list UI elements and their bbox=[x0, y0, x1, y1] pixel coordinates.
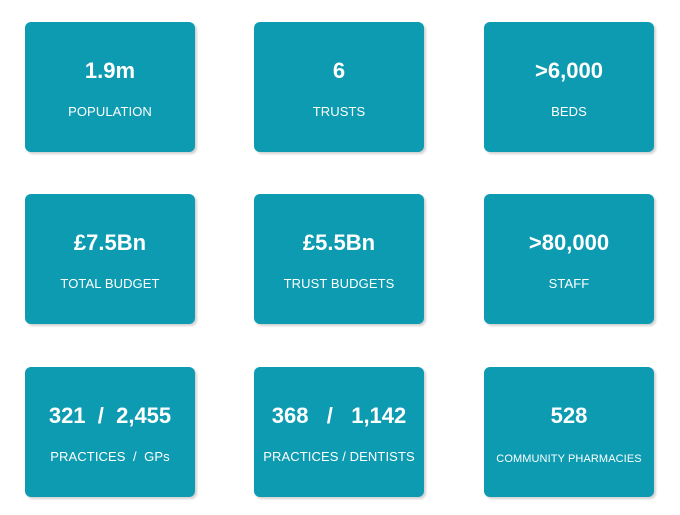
stat-value: £5.5Bn bbox=[302, 230, 376, 255]
stat-value: >80,000 bbox=[528, 230, 610, 255]
stat-value: 368 / 1,142 bbox=[271, 403, 407, 428]
stat-label: TRUSTS bbox=[312, 104, 366, 119]
stat-tile-community-pharmacies: 528 COMMUNITY PHARMACIES bbox=[484, 367, 654, 497]
stat-tile-trust-budgets: £5.5Bn TRUST BUDGETS bbox=[254, 194, 424, 324]
stat-label: BEDS bbox=[551, 104, 587, 119]
stat-label: STAFF bbox=[548, 276, 590, 291]
stat-tile-beds: >6,000 BEDS bbox=[484, 22, 654, 152]
stat-value: 321 / 2,455 bbox=[48, 403, 172, 428]
stat-value: >6,000 bbox=[535, 58, 603, 83]
stat-value: £7.5Bn bbox=[73, 230, 147, 255]
stat-label: COMMUNITY PHARMACIES bbox=[496, 453, 642, 465]
stat-label: PRACTICES / GPs bbox=[50, 449, 170, 464]
stat-tile-staff: >80,000 STAFF bbox=[484, 194, 654, 324]
stat-label: PRACTICES / DENTISTS bbox=[263, 449, 415, 464]
stat-tile-trusts: 6 TRUSTS bbox=[254, 22, 424, 152]
stat-tile-practices-gps: 321 / 2,455 PRACTICES / GPs bbox=[25, 367, 195, 497]
stat-value: 528 bbox=[550, 403, 588, 428]
stat-tile-total-budget: £7.5Bn TOTAL BUDGET bbox=[25, 194, 195, 324]
stat-label: TOTAL BUDGET bbox=[60, 276, 160, 291]
stat-value: 6 bbox=[332, 58, 346, 83]
stat-tile-population: 1.9m POPULATION bbox=[25, 22, 195, 152]
stat-value: 1.9m bbox=[84, 58, 136, 83]
stat-label: TRUST BUDGETS bbox=[283, 276, 395, 291]
stat-tile-practices-dentists: 368 / 1,142 PRACTICES / DENTISTS bbox=[254, 367, 424, 497]
stat-label: POPULATION bbox=[68, 104, 152, 119]
